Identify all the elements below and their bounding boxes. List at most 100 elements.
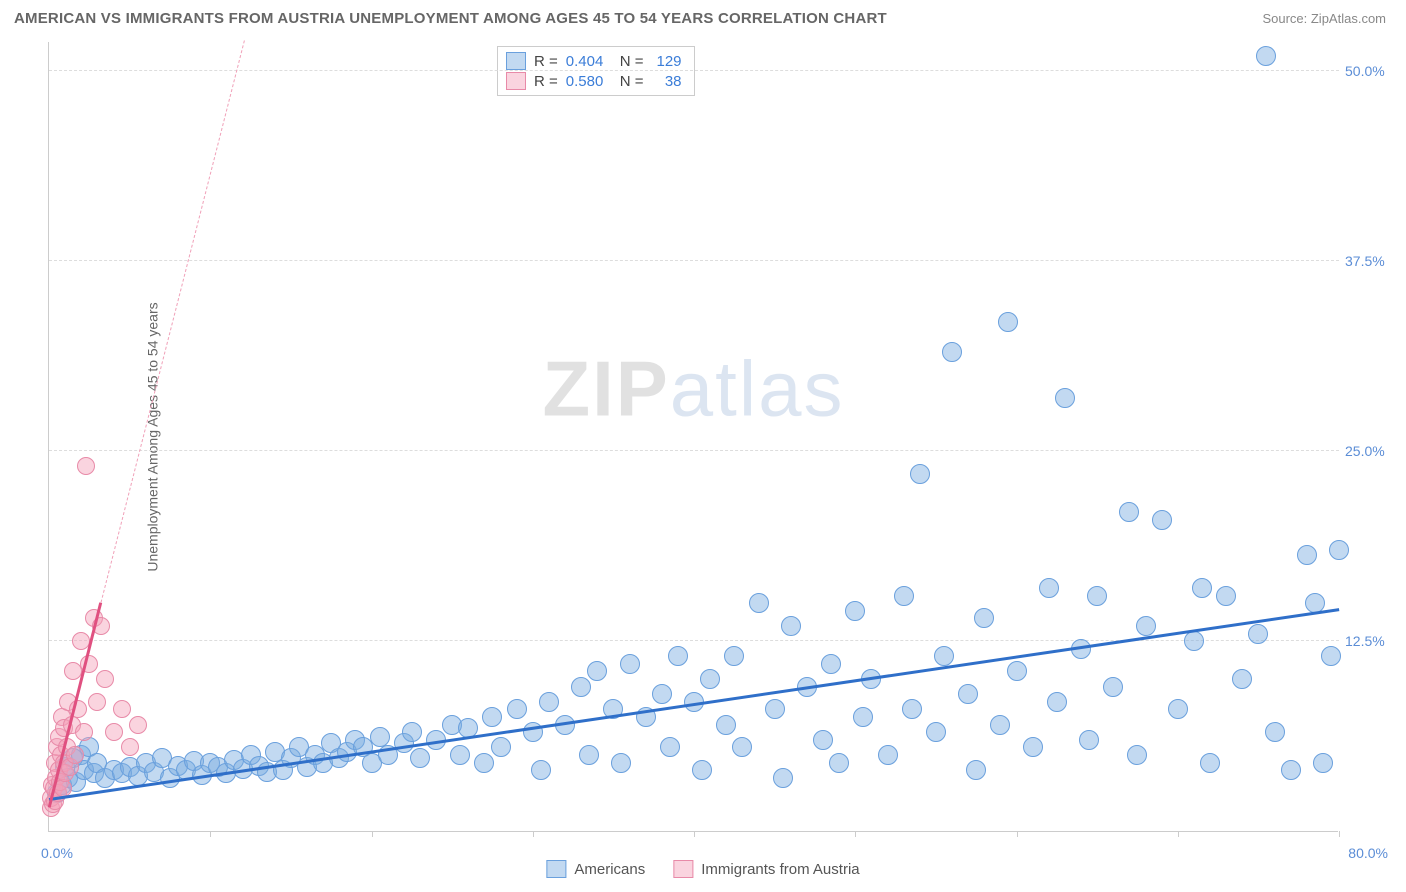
swatch-immigrants xyxy=(506,72,526,90)
data-point xyxy=(620,654,640,674)
plot-area: ZIPatlas R = 0.404 N = 129 R = 0.580 N =… xyxy=(48,42,1338,832)
gridline xyxy=(49,640,1339,641)
data-point xyxy=(370,727,390,747)
data-point xyxy=(105,723,123,741)
data-point xyxy=(1127,745,1147,765)
data-point xyxy=(539,692,559,712)
bottom-legend: Americans Immigrants from Austria xyxy=(546,860,859,878)
x-tick xyxy=(1178,831,1179,837)
trendline-extension xyxy=(100,40,244,602)
x-tick xyxy=(855,831,856,837)
data-point xyxy=(942,342,962,362)
data-point xyxy=(765,699,785,719)
x-tick xyxy=(694,831,695,837)
data-point xyxy=(829,753,849,773)
x-axis-max-label: 80.0% xyxy=(1348,845,1388,861)
data-point xyxy=(692,760,712,780)
x-axis-min-label: 0.0% xyxy=(41,845,73,861)
data-point xyxy=(724,646,744,666)
data-point xyxy=(402,722,422,742)
legend-label-immigrants: Immigrants from Austria xyxy=(701,861,859,878)
data-point xyxy=(652,684,672,704)
data-point xyxy=(1281,760,1301,780)
y-tick-label: 25.0% xyxy=(1345,443,1405,459)
y-tick-label: 12.5% xyxy=(1345,633,1405,649)
data-point xyxy=(668,646,688,666)
data-point xyxy=(1055,388,1075,408)
stats-row-americans: R = 0.404 N = 129 xyxy=(506,51,682,71)
title-bar: AMERICAN VS IMMIGRANTS FROM AUSTRIA UNEM… xyxy=(0,0,1406,33)
data-point xyxy=(587,661,607,681)
data-point xyxy=(1232,669,1252,689)
data-point xyxy=(853,707,873,727)
gridline xyxy=(49,450,1339,451)
data-point xyxy=(749,593,769,613)
data-point xyxy=(660,737,680,757)
data-point xyxy=(491,737,511,757)
chart-title: AMERICAN VS IMMIGRANTS FROM AUSTRIA UNEM… xyxy=(14,10,887,27)
data-point xyxy=(1256,46,1276,66)
data-point xyxy=(1023,737,1043,757)
data-point xyxy=(1168,699,1188,719)
data-point xyxy=(1103,677,1123,697)
stat-n-value-immigrants: 38 xyxy=(652,73,682,90)
legend-swatch-americans xyxy=(546,860,566,878)
data-point xyxy=(1313,753,1333,773)
stat-r-value-americans: 0.404 xyxy=(566,53,612,70)
data-point xyxy=(1200,753,1220,773)
data-point xyxy=(129,716,147,734)
legend-item-americans: Americans xyxy=(546,860,645,878)
data-point xyxy=(966,760,986,780)
stat-r-label: R = xyxy=(534,53,558,70)
watermark-atlas: atlas xyxy=(670,345,845,433)
data-point xyxy=(482,707,502,727)
data-point xyxy=(77,457,95,475)
stat-n-label: N = xyxy=(620,73,644,90)
data-point xyxy=(700,669,720,689)
data-point xyxy=(1087,586,1107,606)
data-point xyxy=(902,699,922,719)
data-point xyxy=(773,768,793,788)
data-point xyxy=(934,646,954,666)
x-tick xyxy=(372,831,373,837)
data-point xyxy=(474,753,494,773)
gridline xyxy=(49,70,1339,71)
data-point xyxy=(845,601,865,621)
y-tick-label: 37.5% xyxy=(1345,253,1405,269)
data-point xyxy=(813,730,833,750)
data-point xyxy=(1039,578,1059,598)
data-point xyxy=(531,760,551,780)
data-point xyxy=(1007,661,1027,681)
x-tick xyxy=(210,831,211,837)
data-point xyxy=(878,745,898,765)
data-point xyxy=(1248,624,1268,644)
watermark: ZIPatlas xyxy=(542,344,844,435)
data-point xyxy=(958,684,978,704)
watermark-zip: ZIP xyxy=(542,345,669,433)
data-point xyxy=(1321,646,1341,666)
stats-row-immigrants: R = 0.580 N = 38 xyxy=(506,71,682,91)
data-point xyxy=(1152,510,1172,530)
stat-r-value-immigrants: 0.580 xyxy=(566,73,612,90)
data-point xyxy=(410,748,430,768)
data-point xyxy=(1047,692,1067,712)
data-point xyxy=(990,715,1010,735)
data-point xyxy=(732,737,752,757)
data-point xyxy=(1216,586,1236,606)
stat-n-label: N = xyxy=(620,53,644,70)
data-point xyxy=(450,745,470,765)
data-point xyxy=(75,723,93,741)
data-point xyxy=(716,715,736,735)
data-point xyxy=(1079,730,1099,750)
legend-item-immigrants: Immigrants from Austria xyxy=(673,860,859,878)
data-point xyxy=(974,608,994,628)
legend-label-americans: Americans xyxy=(574,861,645,878)
source-label: Source: ZipAtlas.com xyxy=(1262,11,1386,26)
data-point xyxy=(894,586,914,606)
chart-container: Unemployment Among Ages 45 to 54 years Z… xyxy=(48,42,1388,832)
data-point xyxy=(507,699,527,719)
stat-r-label: R = xyxy=(534,73,558,90)
data-point xyxy=(96,670,114,688)
data-point xyxy=(1265,722,1285,742)
data-point xyxy=(926,722,946,742)
